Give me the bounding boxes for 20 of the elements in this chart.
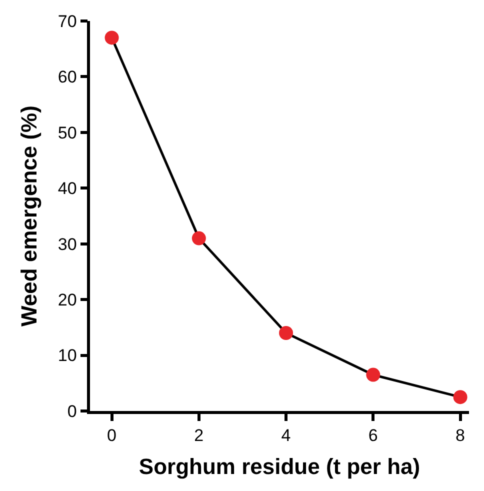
x-tick-label: 8 [456, 426, 466, 446]
y-tick-label: 50 [58, 123, 77, 142]
y-tick-label: 70 [58, 12, 77, 31]
y-tick-label: 0 [67, 402, 77, 421]
point [279, 326, 294, 340]
y-tick-label: 10 [58, 346, 77, 366]
x-tick-label: 4 [281, 426, 291, 446]
point [192, 231, 206, 246]
x-tick-label: 2 [194, 426, 204, 446]
y-axis-title: Weed emergence (%) [16, 106, 42, 326]
point [104, 30, 119, 45]
x-axis-title: Sorghum residue (t per ha) [138, 454, 420, 480]
y-tick-label: 20 [58, 290, 77, 310]
y-tick-label: 40 [58, 179, 77, 198]
y-tick-label: 30 [58, 234, 77, 254]
point [453, 390, 468, 404]
x-tick-label: 6 [368, 426, 378, 446]
y-tick-label: 60 [58, 68, 77, 87]
point [366, 368, 380, 382]
x-tick-label: 0 [107, 426, 117, 446]
